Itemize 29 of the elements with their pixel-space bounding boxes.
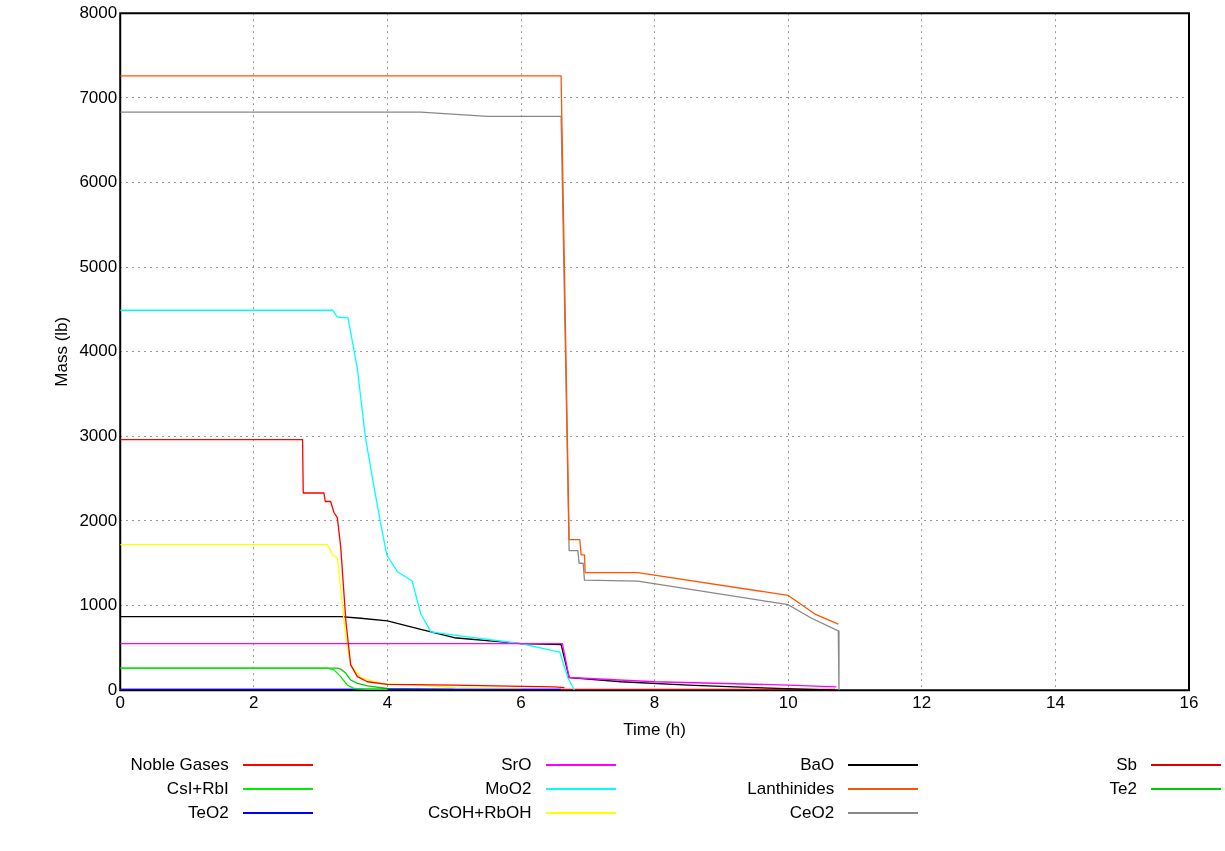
- legend-label: Sb: [1116, 755, 1137, 775]
- y-tick-label: 5000: [79, 256, 118, 276]
- y-tick-label: 8000: [79, 2, 118, 22]
- legend-label: TeO2: [188, 803, 229, 823]
- x-tick-label: 2: [249, 693, 259, 713]
- legend-label: BaO: [800, 755, 835, 775]
- legend-label: MoO2: [485, 779, 532, 799]
- x-tick-label: 14: [1045, 693, 1065, 713]
- legend-label: Noble Gases: [130, 755, 229, 775]
- y-tick-label: 6000: [79, 172, 118, 192]
- x-tick-label: 10: [778, 693, 798, 713]
- legend-label: CsOH+RbOH: [428, 803, 532, 823]
- legend-label: Te2: [1109, 779, 1137, 799]
- y-tick-label: 1000: [79, 595, 118, 615]
- y-axis-title: Mass (lb): [51, 316, 71, 387]
- legend-label: SrO: [501, 755, 532, 775]
- legend-label: CeO2: [789, 803, 835, 823]
- y-tick-label: 4000: [79, 341, 118, 361]
- x-tick-label: 6: [516, 693, 526, 713]
- y-tick-label: 2000: [79, 510, 118, 530]
- legend-label: Lanthinides: [747, 779, 835, 799]
- x-axis-title: Time (h): [623, 720, 686, 740]
- x-tick-label: 4: [382, 693, 393, 713]
- x-tick-label: 16: [1179, 693, 1199, 713]
- y-tick-label: 7000: [79, 87, 118, 107]
- legend-label: CsI+RbI: [166, 779, 229, 799]
- x-tick-label: 12: [912, 693, 932, 713]
- y-tick-label: 3000: [79, 426, 118, 446]
- x-tick-label: 8: [649, 693, 660, 713]
